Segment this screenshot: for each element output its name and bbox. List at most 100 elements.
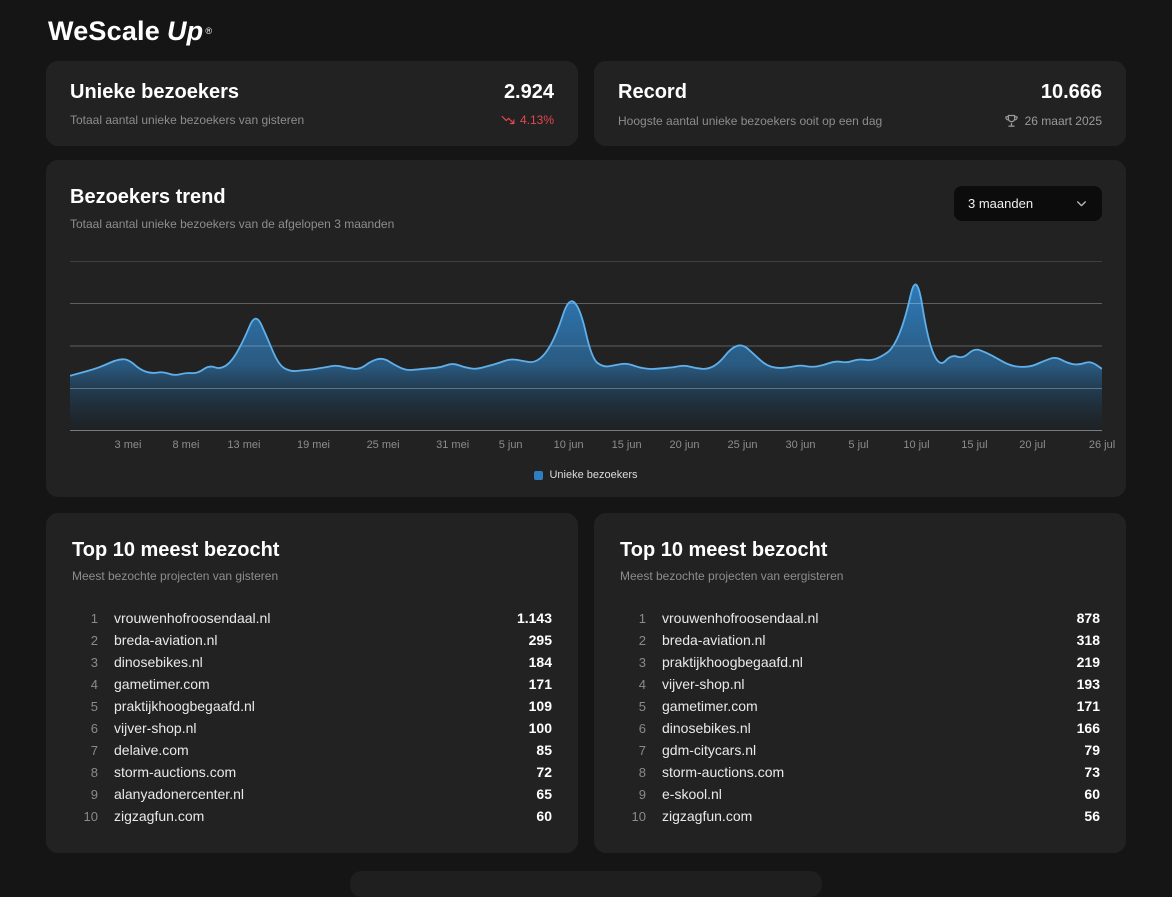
x-axis-tick: 30 jun xyxy=(785,439,816,451)
visits-value: 85 xyxy=(536,742,552,758)
visits-value: 193 xyxy=(1076,676,1100,692)
project-name: dinosebikes.nl xyxy=(114,654,203,670)
visits-value: 79 xyxy=(1084,742,1100,758)
project-name: zigzagfun.com xyxy=(662,808,753,824)
project-name: e-skool.nl xyxy=(662,786,722,802)
top-lists-row: Top 10 meest bezocht Meest bezochte proj… xyxy=(46,513,1126,853)
list-item: 1 vrouwenhofroosendaal.nl 878 xyxy=(620,607,1100,629)
project-name: alanyadonercenter.nl xyxy=(114,786,244,802)
list-body: 1 vrouwenhofroosendaal.nl 1.143 2 breda-avia… xyxy=(72,607,552,827)
chart-legend: Unieke bezoekers xyxy=(70,469,1102,481)
x-axis-tick: 5 jul xyxy=(848,439,869,451)
visits-value: 109 xyxy=(528,698,552,714)
list-item: 5 praktijkhoogbegaafd.nl 109 xyxy=(72,695,552,717)
x-axis-tick: 25 jun xyxy=(727,439,758,451)
project-name: breda-aviation.nl xyxy=(114,632,218,648)
rank-label: 10 xyxy=(83,808,98,824)
chart-title: Bezoekers trend xyxy=(70,186,226,208)
project-name: breda-aviation.nl xyxy=(662,632,766,648)
list-item: 5 gametimer.com 171 xyxy=(620,695,1100,717)
x-axis-tick: 8 mei xyxy=(172,439,200,451)
rank-label: 4 xyxy=(90,676,98,692)
list-item: 9 alanyadonercenter.nl 65 xyxy=(72,783,552,805)
list-item: 7 gdm-citycars.nl 79 xyxy=(620,739,1100,761)
x-axis-tick: 31 mei xyxy=(436,439,470,451)
stat-value: 10.666 xyxy=(1040,81,1102,103)
brand-logo: WeScale Up ® xyxy=(48,16,1124,47)
project-name: dinosebikes.nl xyxy=(662,720,751,736)
top10-card-gisteren: Top 10 meest bezocht Meest bezochte proj… xyxy=(46,513,578,853)
project-name: vijver-shop.nl xyxy=(662,676,745,692)
delta-value: 4.13% xyxy=(519,113,554,127)
record-date: 26 maart 2025 xyxy=(1004,113,1102,128)
project-name: praktijkhoogbegaafd.nl xyxy=(662,654,803,670)
list-item: 10 zigzagfun.com 60 xyxy=(72,805,552,827)
registered-mark: ® xyxy=(205,26,213,36)
project-name: gametimer.com xyxy=(662,698,758,714)
visits-value: 1.143 xyxy=(516,610,552,626)
area-chart-svg xyxy=(70,261,1102,431)
chart-subtitle: Totaal aantal unieke bezoekers van de af… xyxy=(70,217,395,231)
visits-value: 318 xyxy=(1076,632,1100,648)
x-axis-tick: 25 mei xyxy=(366,439,400,451)
visits-value: 171 xyxy=(528,676,552,692)
list-title: Top 10 meest bezocht xyxy=(620,539,828,561)
project-name: delaive.com xyxy=(114,742,189,758)
project-name: storm-auctions.com xyxy=(114,764,237,780)
list-item: 8 storm-auctions.com 73 xyxy=(620,761,1100,783)
visits-value: 65 xyxy=(536,786,552,802)
list-item: 4 gametimer.com 171 xyxy=(72,673,552,695)
project-name: storm-auctions.com xyxy=(662,764,785,780)
list-item: 8 storm-auctions.com 72 xyxy=(72,761,552,783)
x-axis-tick: 13 mei xyxy=(227,439,261,451)
visits-value: 60 xyxy=(536,808,552,824)
stat-value: 2.924 xyxy=(503,81,554,103)
rank-label: 1 xyxy=(90,610,98,626)
x-axis-tick: 20 jul xyxy=(1019,439,1046,451)
list-item: 6 vijver-shop.nl 100 xyxy=(72,717,552,739)
trending-down-icon xyxy=(501,115,515,125)
list-subtitle: Meest bezochte projecten van gisteren xyxy=(72,569,279,583)
rank-label: 2 xyxy=(638,632,646,648)
stat-subtitle: Hoogste aantal unieke bezoekers ooit op … xyxy=(618,113,883,128)
record-date-label: 26 maart 2025 xyxy=(1024,113,1102,128)
stat-card-unieke-bezoekers: Unieke bezoekers 2.924 Totaal aantal uni… xyxy=(46,61,578,146)
rank-label: 10 xyxy=(631,808,646,824)
x-axis-tick: 20 jun xyxy=(669,439,700,451)
list-item: 10 zigzagfun.com 56 xyxy=(620,805,1100,827)
brand-name-primary: WeScale xyxy=(48,16,160,46)
project-name: zigzagfun.com xyxy=(114,808,205,824)
stat-title: Unieke bezoekers xyxy=(70,81,239,103)
trend-area-chart xyxy=(70,261,1102,431)
top10-card-eergisteren: Top 10 meest bezocht Meest bezochte proj… xyxy=(594,513,1126,853)
stats-row: Unieke bezoekers 2.924 Totaal aantal uni… xyxy=(46,61,1126,146)
list-item: 3 dinosebikes.nl 184 xyxy=(72,651,552,673)
x-axis-tick: 3 mei xyxy=(114,439,142,451)
list-item: 6 dinosebikes.nl 166 xyxy=(620,717,1100,739)
delta-badge: 4.13% xyxy=(501,113,554,127)
list-item: 7 delaive.com 85 xyxy=(72,739,552,761)
rank-label: 3 xyxy=(90,654,98,670)
rank-label: 6 xyxy=(638,720,646,736)
rank-label: 4 xyxy=(638,676,646,692)
list-item: 2 breda-aviation.nl 295 xyxy=(72,629,552,651)
rank-label: 8 xyxy=(638,764,646,780)
rank-label: 3 xyxy=(638,654,646,670)
rank-label: 5 xyxy=(638,698,646,714)
next-card-peek xyxy=(350,871,822,897)
x-axis-tick: 10 jun xyxy=(553,439,584,451)
brand-name-secondary: Up xyxy=(166,16,204,46)
visits-value: 100 xyxy=(528,720,552,736)
list-item: 1 vrouwenhofroosendaal.nl 1.143 xyxy=(72,607,552,629)
list-body: 1 vrouwenhofroosendaal.nl 878 2 breda-aviati… xyxy=(620,607,1100,827)
x-axis-tick: 15 jun xyxy=(611,439,642,451)
list-title: Top 10 meest bezocht xyxy=(72,539,280,561)
rank-label: 2 xyxy=(90,632,98,648)
range-dropdown[interactable]: 3 maanden xyxy=(954,186,1102,221)
chevron-down-icon xyxy=(1077,201,1086,207)
x-axis-tick: 15 jul xyxy=(961,439,988,451)
visits-value: 219 xyxy=(1076,654,1100,670)
project-name: vrouwenhofroosendaal.nl xyxy=(114,610,271,626)
visits-value: 295 xyxy=(528,632,552,648)
visits-value: 166 xyxy=(1076,720,1100,736)
